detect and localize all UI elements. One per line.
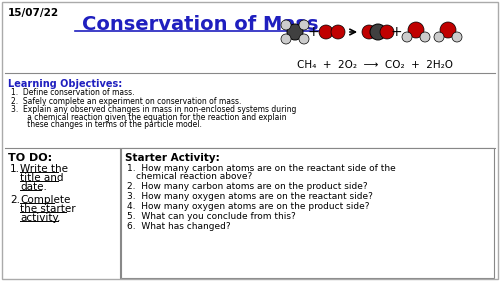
Text: 2.  Safely complete an experiment on conservation of mass.: 2. Safely complete an experiment on cons… xyxy=(11,96,241,105)
Text: Write the: Write the xyxy=(20,164,68,174)
Circle shape xyxy=(281,34,291,44)
Text: 2.: 2. xyxy=(10,195,20,205)
Text: Learning Objectives:: Learning Objectives: xyxy=(8,79,122,89)
FancyBboxPatch shape xyxy=(121,148,494,278)
Text: 2.  How many carbon atoms are on the product side?: 2. How many carbon atoms are on the prod… xyxy=(127,182,368,191)
Circle shape xyxy=(299,20,309,30)
Circle shape xyxy=(452,32,462,42)
Text: 5.  What can you conclude from this?: 5. What can you conclude from this? xyxy=(127,212,296,221)
Text: 1.  Define conservation of mass.: 1. Define conservation of mass. xyxy=(11,88,134,97)
Text: 1.  How many carbon atoms are on the reactant side of the: 1. How many carbon atoms are on the reac… xyxy=(127,164,396,173)
Circle shape xyxy=(331,25,345,39)
Text: 15/07/22: 15/07/22 xyxy=(8,8,59,18)
Text: Starter Activity:: Starter Activity: xyxy=(125,153,220,163)
Circle shape xyxy=(420,32,430,42)
Text: these changes in terms of the particle model.: these changes in terms of the particle m… xyxy=(20,120,202,129)
Circle shape xyxy=(362,25,376,39)
Text: 6.  What has changed?: 6. What has changed? xyxy=(127,222,230,231)
Text: title and: title and xyxy=(20,173,64,183)
Circle shape xyxy=(281,20,291,30)
Circle shape xyxy=(287,24,303,40)
Text: 4.  How many oxygen atoms are on the product side?: 4. How many oxygen atoms are on the prod… xyxy=(127,202,370,211)
Circle shape xyxy=(319,25,333,39)
Text: 3.  Explain any observed changes in mass in non-enclosed systems during: 3. Explain any observed changes in mass … xyxy=(11,105,296,114)
Text: CH₄  +  2O₂  ⟶  CO₂  +  2H₂O: CH₄ + 2O₂ ⟶ CO₂ + 2H₂O xyxy=(297,60,453,70)
Circle shape xyxy=(440,22,456,38)
Circle shape xyxy=(408,22,424,38)
Text: chemical reaction above?: chemical reaction above? xyxy=(136,172,252,181)
Text: +: + xyxy=(307,25,319,39)
Text: 3.  How many oxygen atoms are on the reactant side?: 3. How many oxygen atoms are on the reac… xyxy=(127,192,373,201)
Text: TO DO:: TO DO: xyxy=(8,153,52,163)
Text: date.: date. xyxy=(20,182,47,192)
Text: Conservation of Mass: Conservation of Mass xyxy=(82,15,318,34)
Circle shape xyxy=(402,32,412,42)
Text: the starter: the starter xyxy=(20,204,76,214)
Text: a chemical reaction given the equation for the reaction and explain: a chemical reaction given the equation f… xyxy=(20,112,286,121)
Circle shape xyxy=(370,24,386,40)
Text: activity.: activity. xyxy=(20,213,60,223)
Text: Complete: Complete xyxy=(20,195,70,205)
Text: +: + xyxy=(390,25,402,39)
Circle shape xyxy=(380,25,394,39)
Text: 1.: 1. xyxy=(10,164,20,174)
Circle shape xyxy=(299,34,309,44)
Circle shape xyxy=(434,32,444,42)
